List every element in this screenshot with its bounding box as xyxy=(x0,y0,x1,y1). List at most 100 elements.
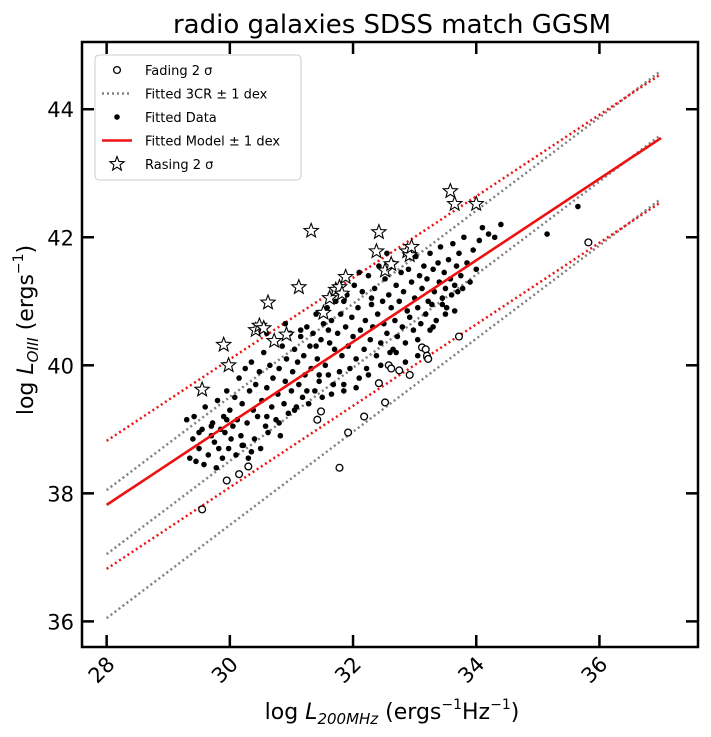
rising-point xyxy=(302,221,320,239)
fitted-data-point xyxy=(435,260,441,266)
fitted-data-point xyxy=(223,388,230,394)
fitted-data-point xyxy=(341,298,347,305)
fitted-data-point xyxy=(424,276,430,282)
fitted-data-point xyxy=(316,378,322,385)
fitted-data-point xyxy=(414,304,421,311)
y-axis-label: log LOIII (ergs−1) xyxy=(11,245,42,415)
fading-point xyxy=(421,345,430,354)
fitted-data-point xyxy=(442,285,449,292)
fading-point xyxy=(381,398,390,407)
fitted-data-point xyxy=(320,320,327,327)
fitted-data-point xyxy=(441,269,448,276)
fitted-data-point xyxy=(190,436,196,442)
fitted-data-point xyxy=(191,413,197,420)
fitted-data-point xyxy=(215,445,222,452)
legend-entry-label: Fitted 3CR ± 1 dex xyxy=(145,88,268,103)
fitted-data-point xyxy=(268,404,275,410)
fitted-data-point xyxy=(458,272,464,279)
rising-point xyxy=(277,325,296,342)
fitted-data-point xyxy=(267,362,273,369)
fitted-data-point xyxy=(368,295,375,301)
fitted-data-point xyxy=(396,298,403,305)
fitted-data-point xyxy=(282,378,289,385)
fitted-data-point xyxy=(326,340,333,346)
rising-point xyxy=(193,380,211,397)
fading-point xyxy=(454,332,464,341)
fitted-data-point xyxy=(405,266,412,273)
fitted-data-point xyxy=(421,263,427,269)
fitted-data-point xyxy=(410,327,417,333)
fitted-data-point xyxy=(251,436,258,442)
plot-area xyxy=(105,69,662,620)
fitted-data-point xyxy=(398,269,404,276)
fitted-data-point xyxy=(281,400,287,407)
y-tick-label: 44 xyxy=(47,98,74,122)
fitted-data-point xyxy=(219,455,226,461)
fitted-data-point xyxy=(365,372,372,378)
fit-3cr-upper-line xyxy=(105,69,662,492)
fitted-data-point xyxy=(353,384,359,391)
y-tick-label: 36 xyxy=(47,610,74,634)
fitted-data-point xyxy=(230,423,236,429)
fading-point xyxy=(387,364,396,373)
fitted-data-point xyxy=(222,429,228,436)
rising-point xyxy=(255,319,273,336)
legend-frame xyxy=(94,54,302,181)
fitted-data-point xyxy=(231,394,238,401)
fitted-data-point xyxy=(294,359,301,365)
fit-model-line xyxy=(105,136,662,506)
fading-point xyxy=(335,463,344,472)
fitted-data-point xyxy=(429,301,435,308)
fit-3cr-lower-line xyxy=(105,197,662,620)
x-axis-label: log L200MHz (ergs−1Hz−1) xyxy=(265,697,520,728)
fitted-data-point xyxy=(279,343,286,349)
fitted-data-point xyxy=(376,263,382,269)
fitted-data-point xyxy=(262,423,269,429)
fitted-data-point xyxy=(318,336,324,343)
fitted-data-point xyxy=(425,298,431,305)
fitted-data-point xyxy=(299,394,306,401)
rising-point xyxy=(330,278,349,295)
fitted-data-point xyxy=(289,368,296,375)
fading-point xyxy=(584,238,593,247)
fitted-data-point xyxy=(406,314,413,321)
fitted-data-point xyxy=(310,330,316,337)
fitted-data-point xyxy=(248,448,255,455)
fitted-data-point xyxy=(228,436,234,442)
fitted-data-point xyxy=(254,413,261,420)
fitted-data-point xyxy=(339,352,345,359)
fitted-data-point xyxy=(238,432,244,439)
fitted-data-point xyxy=(246,388,253,394)
fitted-data-point xyxy=(459,285,466,292)
fitted-data-point xyxy=(285,410,292,417)
fitted-data-point xyxy=(297,333,304,340)
fitted-data-point xyxy=(451,308,458,314)
rising-point xyxy=(382,255,400,272)
fitted-data-point xyxy=(264,413,270,420)
rising-point xyxy=(259,293,277,310)
fitted-data-point xyxy=(384,250,390,257)
fitted-data-point xyxy=(291,346,298,353)
fitted-data-point xyxy=(334,330,341,337)
x-tick-label: 34 xyxy=(453,652,489,688)
fitted-data-point xyxy=(202,404,208,410)
fitted-data-point xyxy=(392,317,398,324)
fitted-data-point xyxy=(239,400,245,407)
fitted-data-point xyxy=(399,324,406,330)
fitted-data-point xyxy=(282,320,289,327)
x-tick-label: 32 xyxy=(330,652,366,688)
fitted-data-point xyxy=(312,388,318,394)
fading-point xyxy=(244,462,253,471)
fitted-data-point xyxy=(353,356,359,362)
fitted-data-point xyxy=(430,324,436,330)
fitted-data-point xyxy=(239,442,245,449)
fitted-data-point xyxy=(244,420,250,426)
fitted-data-point xyxy=(445,256,452,263)
fitted-data-point xyxy=(448,292,455,298)
fitted-data-point xyxy=(256,368,263,375)
rising-point xyxy=(220,356,238,373)
fitted-data-point xyxy=(313,343,319,349)
fitted-data-point xyxy=(461,234,467,241)
fading-point xyxy=(222,476,231,485)
